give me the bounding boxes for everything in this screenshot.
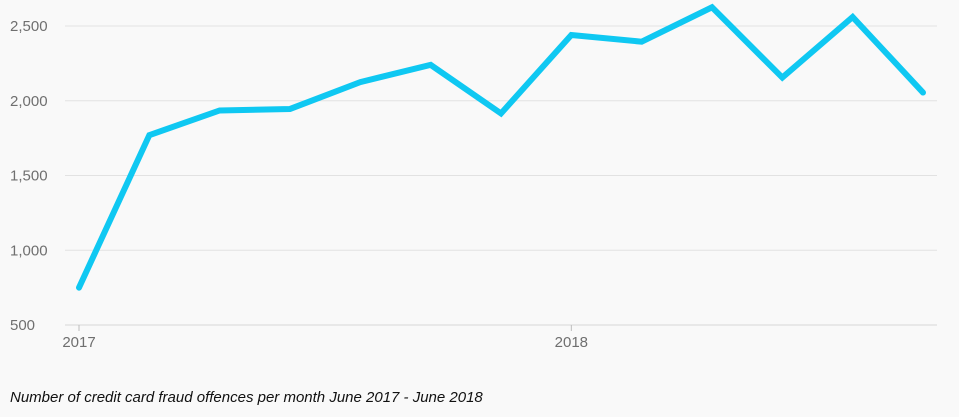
y-axis-ticks: 500 1,000 1,500 2,000 2,500 [10, 18, 48, 334]
x-tick-label: 2018 [555, 334, 588, 351]
y-tick-label: 2,500 [10, 18, 48, 35]
y-tick-label: 1,000 [10, 242, 48, 259]
series-line [76, 3, 926, 291]
y-tick-label: 2,000 [10, 93, 48, 110]
chart-caption: Number of credit card fraud offences per… [10, 389, 483, 406]
gridlines [65, 25, 937, 326]
series-layer [76, 3, 926, 291]
x-axis-ticks: 2017 2018 [62, 325, 588, 351]
y-tick-label: 500 [10, 317, 35, 334]
y-tick-label: 1,500 [10, 168, 48, 185]
x-tick-label: 2017 [62, 334, 95, 351]
